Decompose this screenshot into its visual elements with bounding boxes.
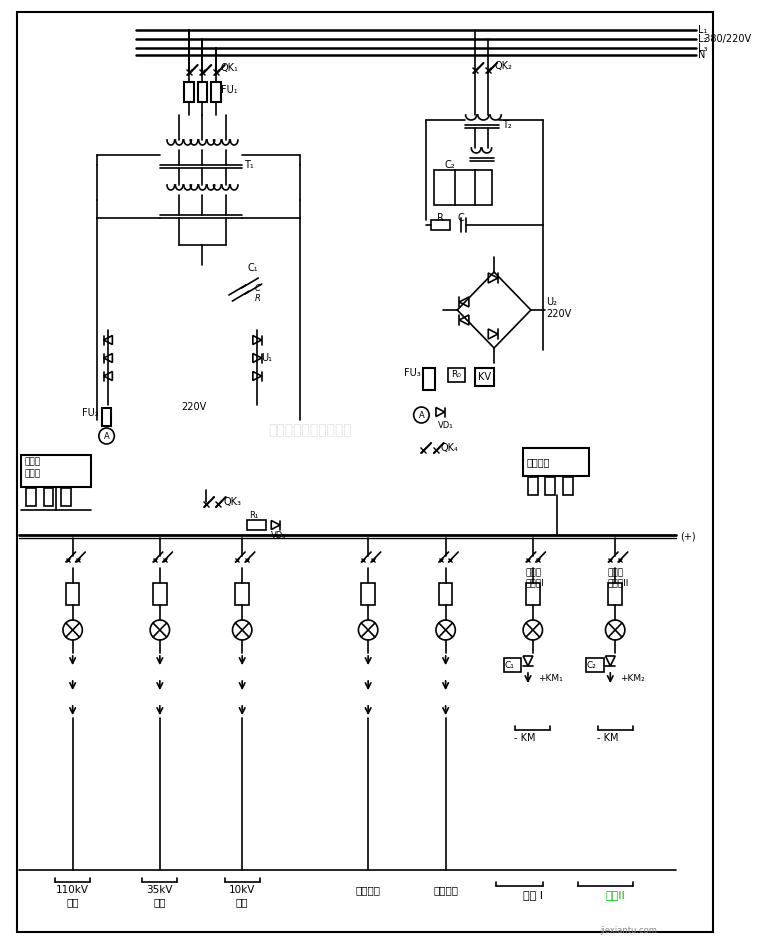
- Text: 220V: 220V: [181, 402, 206, 412]
- Polygon shape: [459, 297, 469, 307]
- Text: 闪光装置: 闪光装置: [526, 457, 550, 467]
- Bar: [526, 583, 540, 605]
- Text: +KM₂: +KM₂: [620, 673, 645, 683]
- Text: jiexiantu.com: jiexiantu.com: [600, 925, 657, 935]
- Bar: [424, 368, 435, 390]
- Bar: [439, 583, 453, 605]
- Bar: [447, 368, 465, 382]
- Text: L₃: L₃: [697, 43, 707, 53]
- Text: 操作回路: 操作回路: [433, 885, 458, 895]
- Bar: [434, 170, 492, 205]
- Bar: [523, 448, 589, 476]
- Polygon shape: [253, 371, 262, 381]
- Text: 合闸: 合闸: [154, 897, 166, 907]
- Text: N: N: [697, 50, 705, 60]
- Polygon shape: [253, 353, 262, 363]
- Text: A: A: [104, 432, 109, 440]
- Text: (+): (+): [680, 531, 696, 541]
- Text: FU₃: FU₃: [404, 368, 421, 378]
- Text: FU₁: FU₁: [221, 85, 237, 95]
- Polygon shape: [436, 407, 445, 417]
- Bar: [247, 520, 266, 530]
- Text: C₁: C₁: [505, 660, 515, 670]
- Text: 合闸: 合闸: [236, 897, 249, 907]
- Text: 储能电: 储能电: [607, 568, 624, 578]
- Text: L₁: L₁: [697, 25, 707, 35]
- Text: U₁: U₁: [262, 353, 273, 363]
- Text: 察装置: 察装置: [24, 470, 40, 478]
- Bar: [586, 658, 603, 672]
- Polygon shape: [104, 335, 112, 345]
- Text: C₁: C₁: [247, 263, 258, 273]
- Text: C₂: C₂: [587, 660, 597, 670]
- Polygon shape: [606, 656, 615, 666]
- Bar: [211, 82, 221, 102]
- Text: R: R: [255, 294, 261, 302]
- Polygon shape: [271, 521, 280, 529]
- Text: 380/220V: 380/220V: [697, 34, 750, 44]
- Text: FU₂: FU₂: [83, 408, 99, 418]
- Text: 容器组II: 容器组II: [607, 579, 629, 587]
- Bar: [236, 583, 249, 605]
- Text: QK₃: QK₃: [224, 497, 242, 507]
- Polygon shape: [488, 273, 498, 283]
- Bar: [609, 583, 622, 605]
- Text: 10kV: 10kV: [229, 885, 255, 895]
- Bar: [475, 368, 494, 386]
- Bar: [102, 408, 111, 426]
- Bar: [546, 477, 555, 495]
- Text: C: C: [458, 213, 465, 223]
- Bar: [27, 488, 36, 506]
- Polygon shape: [253, 335, 262, 345]
- Text: 储能电: 储能电: [525, 568, 541, 578]
- Bar: [21, 455, 91, 487]
- Text: - KM: - KM: [597, 733, 619, 743]
- Text: L₂: L₂: [697, 34, 707, 44]
- Text: R₀: R₀: [452, 369, 462, 379]
- Text: 杭州将睿科技有限公司: 杭州将睿科技有限公司: [268, 423, 352, 437]
- Text: 35kV: 35kV: [146, 885, 173, 895]
- Text: 容器组I: 容器组I: [525, 579, 543, 587]
- Polygon shape: [523, 656, 533, 666]
- Text: 信号回路: 信号回路: [356, 885, 381, 895]
- Polygon shape: [488, 329, 498, 339]
- Text: QK₁: QK₁: [221, 63, 239, 73]
- Text: QK₂: QK₂: [494, 61, 512, 71]
- Text: 110kV: 110kV: [56, 885, 89, 895]
- Text: 合闸: 合闸: [67, 897, 79, 907]
- Bar: [44, 488, 53, 506]
- Text: VD₁: VD₁: [438, 420, 453, 430]
- Text: T₂: T₂: [502, 120, 512, 130]
- Text: C₂: C₂: [444, 160, 455, 170]
- Text: C: C: [255, 283, 261, 293]
- Text: U₂: U₂: [547, 297, 557, 307]
- Text: 保护II: 保护II: [606, 890, 625, 900]
- Bar: [431, 220, 450, 230]
- Bar: [61, 488, 70, 506]
- Polygon shape: [104, 371, 112, 381]
- Text: T₁: T₁: [244, 160, 254, 170]
- Text: +KM₁: +KM₁: [537, 673, 562, 683]
- Bar: [504, 658, 522, 672]
- Text: R₁: R₁: [249, 510, 258, 520]
- Bar: [153, 583, 167, 605]
- Text: 保护 I: 保护 I: [523, 890, 543, 900]
- Text: KV: KV: [478, 372, 490, 382]
- Text: 绝缘监: 绝缘监: [24, 457, 40, 467]
- Bar: [66, 583, 80, 605]
- Polygon shape: [104, 353, 112, 363]
- Text: R: R: [437, 213, 444, 223]
- Text: QK₄: QK₄: [441, 443, 459, 453]
- Polygon shape: [459, 315, 469, 325]
- Text: - KM: - KM: [515, 733, 536, 743]
- Text: A: A: [418, 410, 424, 420]
- Bar: [563, 477, 572, 495]
- Bar: [362, 583, 375, 605]
- Bar: [528, 477, 537, 495]
- Bar: [184, 82, 194, 102]
- Text: VD₃: VD₃: [271, 530, 287, 540]
- Text: 220V: 220V: [547, 309, 572, 319]
- Bar: [198, 82, 208, 102]
